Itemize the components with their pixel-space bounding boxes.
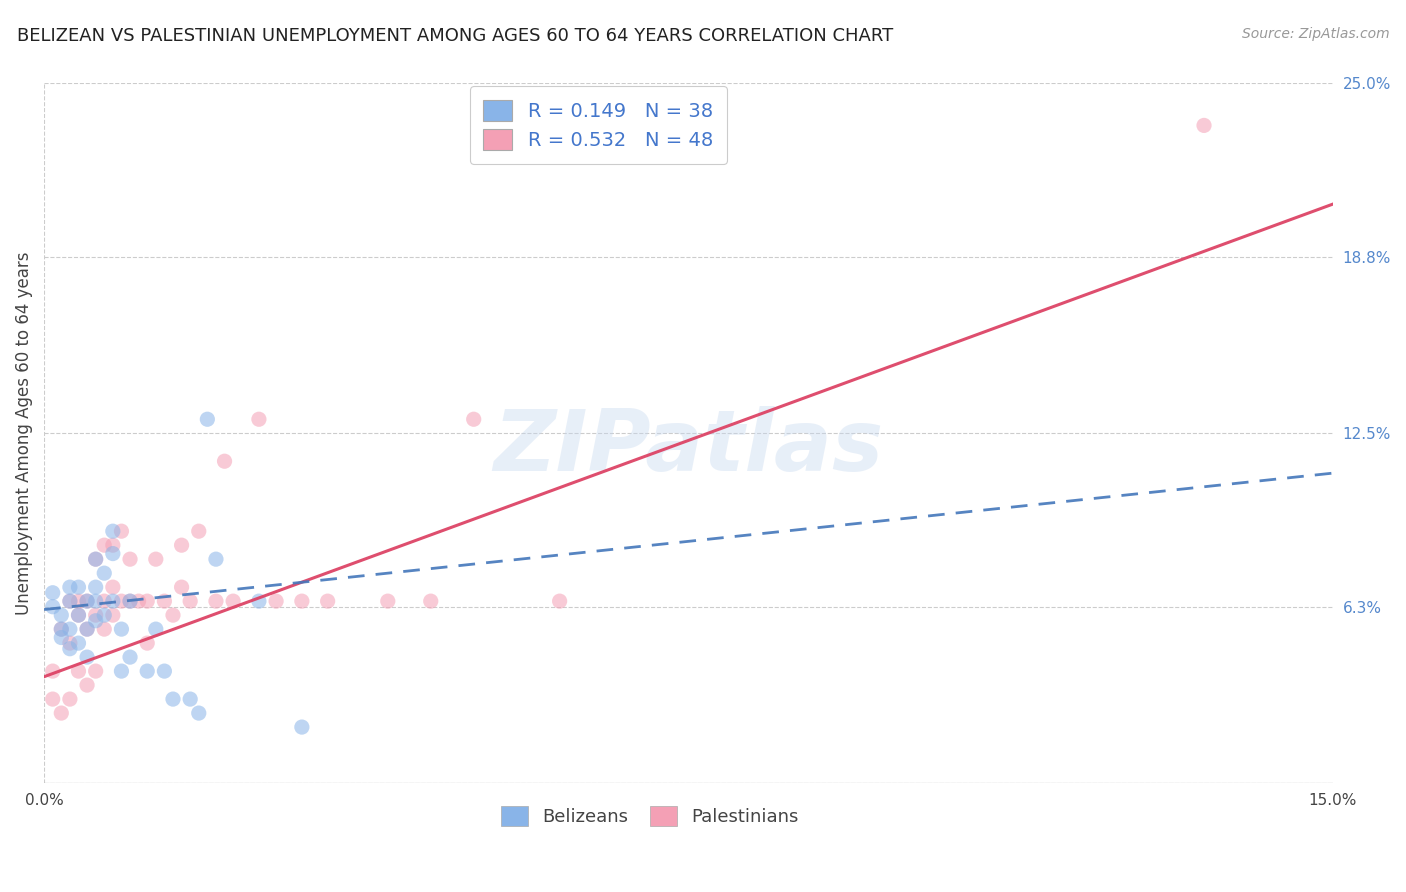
Point [67, 594, 90, 608]
Point [76, 622, 98, 636]
Point [205, 594, 228, 608]
Point [162, 692, 184, 706]
Point [548, 594, 571, 608]
Point [84, 594, 107, 608]
Point [76, 650, 98, 665]
Point [136, 664, 159, 678]
Point [291, 720, 314, 734]
Point [463, 412, 485, 426]
Point [76, 594, 98, 608]
Point [247, 412, 270, 426]
Point [41, 586, 63, 600]
Point [59, 580, 82, 594]
Point [136, 636, 159, 650]
Point [84, 580, 107, 594]
Point [51, 622, 73, 636]
Point [118, 594, 141, 608]
Point [51, 631, 73, 645]
Point [264, 594, 287, 608]
Point [187, 706, 209, 720]
Point [118, 650, 141, 665]
Point [153, 594, 176, 608]
Point [179, 594, 201, 608]
Point [101, 524, 124, 539]
Point [84, 552, 107, 566]
Point [67, 664, 90, 678]
Point [110, 664, 132, 678]
Point [93, 594, 115, 608]
Point [222, 594, 245, 608]
Point [136, 594, 159, 608]
Point [67, 608, 90, 623]
Point [187, 524, 209, 539]
Point [128, 594, 150, 608]
Point [59, 636, 82, 650]
Point [59, 641, 82, 656]
Point [110, 594, 132, 608]
Point [67, 636, 90, 650]
Point [76, 678, 98, 692]
Point [101, 547, 124, 561]
Point [170, 580, 193, 594]
Y-axis label: Unemployment Among Ages 60 to 64 years: Unemployment Among Ages 60 to 64 years [15, 252, 32, 615]
Point [59, 622, 82, 636]
Point [51, 706, 73, 720]
Point [110, 622, 132, 636]
Point [291, 594, 314, 608]
Point [145, 552, 167, 566]
Point [76, 594, 98, 608]
Point [76, 622, 98, 636]
Point [179, 692, 201, 706]
Point [67, 580, 90, 594]
Point [93, 538, 115, 552]
Legend: Belizeans, Palestinians: Belizeans, Palestinians [494, 799, 806, 833]
Point [214, 454, 236, 468]
Text: Source: ZipAtlas.com: Source: ZipAtlas.com [1241, 27, 1389, 41]
Point [67, 608, 90, 623]
Point [1192, 119, 1215, 133]
Point [84, 552, 107, 566]
Text: BELIZEAN VS PALESTINIAN UNEMPLOYMENT AMONG AGES 60 TO 64 YEARS CORRELATION CHART: BELIZEAN VS PALESTINIAN UNEMPLOYMENT AMO… [17, 27, 893, 45]
Text: ZIPatlas: ZIPatlas [494, 406, 883, 489]
Point [195, 412, 218, 426]
Point [205, 552, 228, 566]
Point [84, 608, 107, 623]
Point [101, 608, 124, 623]
Point [84, 664, 107, 678]
Point [145, 622, 167, 636]
Point [59, 594, 82, 608]
Point [419, 594, 441, 608]
Point [247, 594, 270, 608]
Point [118, 552, 141, 566]
Point [118, 594, 141, 608]
Point [51, 608, 73, 623]
Point [377, 594, 399, 608]
Point [101, 594, 124, 608]
Point [93, 566, 115, 581]
Point [93, 622, 115, 636]
Point [59, 594, 82, 608]
Point [51, 622, 73, 636]
Point [170, 538, 193, 552]
Point [41, 599, 63, 614]
Point [110, 524, 132, 539]
Point [41, 664, 63, 678]
Point [101, 580, 124, 594]
Point [316, 594, 339, 608]
Point [41, 692, 63, 706]
Point [153, 664, 176, 678]
Point [101, 538, 124, 552]
Point [84, 614, 107, 628]
Point [93, 608, 115, 623]
Point [162, 608, 184, 623]
Point [59, 692, 82, 706]
